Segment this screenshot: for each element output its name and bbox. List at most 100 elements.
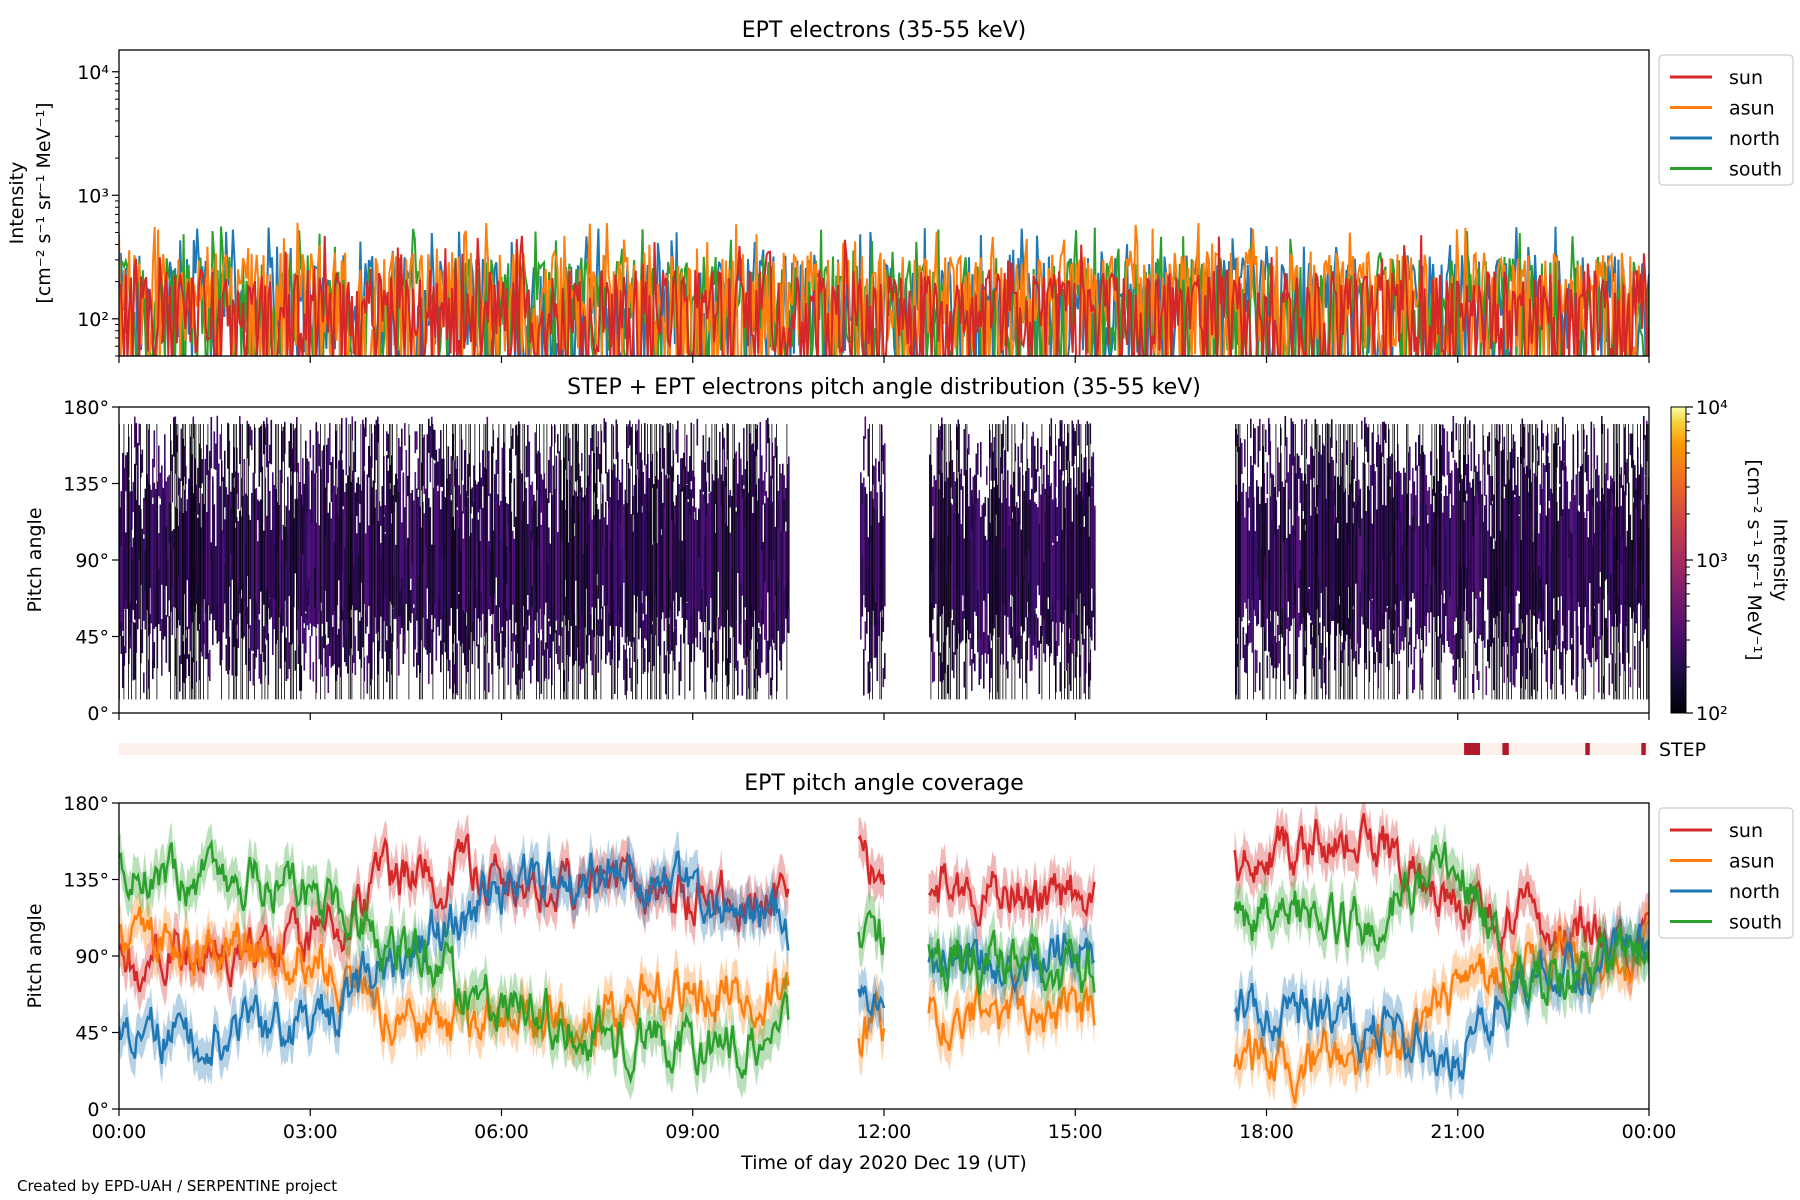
- heat-column: [1626, 458, 1629, 484]
- heat-edge: [728, 424, 729, 700]
- heat-column: [713, 604, 715, 633]
- heat-column: [1254, 531, 1257, 617]
- heat-column: [1031, 488, 1033, 665]
- heat-column: [258, 427, 261, 487]
- heat-column: [159, 472, 162, 499]
- heat-column: [738, 455, 741, 615]
- heat-column: [1563, 440, 1566, 462]
- heat-column: [1043, 465, 1045, 522]
- heat-column: [1484, 505, 1486, 578]
- heat-column: [1512, 636, 1515, 686]
- heat-column: [458, 485, 460, 529]
- heat-column: [882, 668, 885, 688]
- heat-column: [204, 613, 207, 660]
- heat-column: [1017, 613, 1020, 664]
- heat-column: [243, 462, 246, 492]
- heat-column: [1461, 479, 1464, 533]
- heat-edge: [377, 424, 378, 700]
- heat-edge: [300, 424, 302, 700]
- heat-column: [1503, 436, 1506, 487]
- heat-column: [512, 530, 514, 605]
- heat-column: [134, 416, 136, 448]
- heat-column: [743, 607, 745, 659]
- heat-edge: [246, 424, 248, 700]
- heat-column: [1032, 431, 1035, 481]
- heat-column: [368, 525, 370, 606]
- heat-edge: [1293, 424, 1295, 700]
- heat-column: [303, 628, 306, 671]
- heat-column: [384, 505, 387, 533]
- colorbar-label-line1: Intensity: [1769, 519, 1791, 602]
- heat-column: [530, 510, 532, 653]
- pitch-heatmap: [119, 415, 1649, 700]
- step-marker: [1585, 743, 1590, 755]
- heat-edge: [1521, 424, 1523, 700]
- heat-column: [770, 677, 772, 696]
- heat-column: [431, 544, 433, 615]
- heat-column: [1605, 618, 1608, 659]
- heat-column: [197, 467, 199, 515]
- heat-column: [683, 452, 685, 628]
- heat-column: [434, 430, 436, 461]
- heat-column: [1278, 525, 1281, 636]
- heat-column: [1091, 456, 1093, 487]
- intensity-x-ticks: [118, 356, 1650, 363]
- heat-column: [870, 491, 873, 526]
- heat-column: [1074, 431, 1077, 456]
- heat-column: [680, 473, 682, 598]
- heat-column: [285, 637, 288, 681]
- heat-column: [497, 494, 499, 619]
- heat-column: [720, 575, 723, 627]
- heat-column: [215, 546, 217, 620]
- heat-column: [972, 488, 975, 640]
- heat-column: [405, 475, 408, 597]
- heat-column: [935, 496, 937, 600]
- heat-column: [1448, 469, 1450, 647]
- south-coverage-line: [857, 909, 886, 956]
- heat-column: [983, 506, 985, 556]
- heat-edge: [1556, 424, 1557, 700]
- heat-column: [515, 634, 517, 685]
- heat-column: [545, 642, 547, 679]
- heat-column: [1401, 494, 1404, 547]
- heat-column: [209, 450, 211, 621]
- heat-column: [1245, 504, 1248, 609]
- heat-column: [513, 478, 516, 527]
- heat-edge: [563, 424, 564, 700]
- heat-column: [387, 616, 390, 672]
- heat-column: [963, 661, 966, 688]
- heat-edge: [1253, 424, 1254, 700]
- heat-edge: [660, 424, 662, 700]
- heat-column: [150, 592, 153, 624]
- heat-edge: [1349, 424, 1350, 700]
- heat-edge: [1617, 424, 1619, 700]
- heat-column: [456, 643, 459, 696]
- heat-column: [969, 637, 972, 666]
- heat-column: [717, 497, 720, 572]
- heat-edge: [950, 424, 951, 700]
- heat-column: [1365, 617, 1368, 670]
- heat-column: [440, 509, 442, 620]
- heat-column: [425, 601, 427, 642]
- heat-column: [404, 423, 406, 446]
- heat-column: [984, 497, 987, 517]
- heat-edge: [485, 424, 486, 700]
- heat-edge: [339, 424, 341, 700]
- heat-column: [152, 659, 154, 680]
- heat-column: [1308, 588, 1311, 616]
- heat-column: [144, 501, 147, 551]
- heat-column: [1374, 471, 1377, 515]
- heat-column: [977, 498, 979, 653]
- heat-column: [1091, 610, 1093, 641]
- heat-column: [545, 506, 547, 563]
- heat-column: [1572, 458, 1575, 643]
- heat-column: [251, 492, 253, 625]
- heat-edge: [455, 424, 456, 700]
- heat-column: [414, 613, 417, 647]
- heat-column: [216, 415, 219, 471]
- heat-column: [1479, 597, 1482, 635]
- heat-column: [1644, 476, 1647, 627]
- heat-column: [1028, 582, 1030, 614]
- heat-column: [1557, 427, 1560, 445]
- heat-edge: [185, 424, 186, 700]
